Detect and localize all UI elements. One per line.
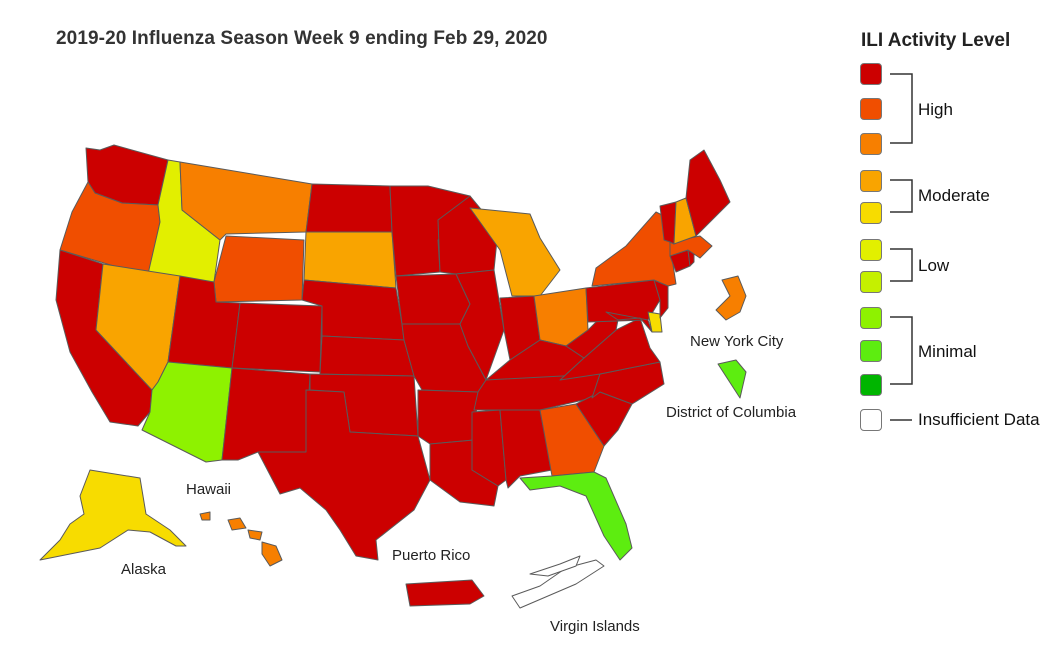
state-hawaii-1 [199, 511, 211, 521]
state-texas [257, 389, 431, 561]
state-new-mexico [221, 367, 311, 461]
state-iowa [395, 273, 471, 325]
state-maine [685, 149, 731, 237]
state-maryland [605, 311, 653, 333]
state-north-dakota [305, 183, 393, 233]
state-colorado [231, 302, 323, 373]
state-kansas [319, 335, 415, 377]
legend-swatch-level-12 [860, 98, 882, 120]
label-alaska: Alaska [121, 561, 167, 578]
legend-swatch-level-4 [860, 374, 882, 396]
legend-label-high: High [918, 100, 953, 119]
state-arkansas [417, 389, 479, 445]
state-mississippi [471, 409, 507, 487]
state-wyoming [213, 235, 305, 303]
state-hawaii-3 [247, 529, 263, 541]
label-district-of-columbia: District of Columbia [666, 404, 797, 421]
label-hawaii: Hawaii [186, 481, 231, 498]
state-hawaii-4 [261, 541, 283, 567]
legend-swatch-level-9 [860, 202, 882, 224]
label-virgin-islands: Virgin Islands [550, 618, 640, 635]
map-title: 2019-20 Influenza Season Week 9 ending F… [56, 28, 548, 49]
state-michigan [469, 207, 561, 297]
legend-label-moderate: Moderate [918, 186, 990, 205]
legend-swatch-level-7 [860, 271, 882, 293]
legend-swatch-level-11 [860, 133, 882, 155]
state-new-york [591, 211, 677, 287]
legend: ILI Activity Level High Moderate Low Min… [855, 0, 1055, 450]
new-york-city-inset [715, 275, 747, 321]
legend-swatch-level-13 [860, 63, 882, 85]
state-illinois [455, 269, 505, 381]
state-puerto-rico [405, 579, 485, 607]
label-puerto-rico: Puerto Rico [392, 547, 470, 564]
legend-swatch-level-8 [860, 239, 882, 261]
state-delaware [647, 311, 663, 333]
legend-brackets [890, 73, 913, 421]
state-south-dakota [303, 231, 397, 289]
legend-label-insufficient-data: Insufficient Data [918, 410, 1040, 429]
label-new-york-city: New York City [690, 333, 784, 350]
state-florida [519, 471, 633, 561]
state-hawaii-2 [227, 517, 247, 531]
state-vermont [659, 201, 677, 245]
legend-swatch-level-6 [860, 307, 882, 329]
state-virgin-islands [511, 559, 605, 609]
legend-swatch-level-0 [860, 409, 882, 431]
legend-label-minimal: Minimal [918, 342, 977, 361]
district-of-columbia-inset [717, 359, 747, 399]
legend-title: ILI Activity Level [861, 30, 1011, 51]
us-ili-map: New York City District of Columbia Hawai… [39, 144, 797, 635]
state-virgin-islands-2 [529, 555, 581, 577]
legend-swatch-level-5 [860, 340, 882, 362]
state-alaska [39, 469, 187, 561]
legend-label-low: Low [918, 256, 950, 275]
legend-swatch-level-10 [860, 170, 882, 192]
